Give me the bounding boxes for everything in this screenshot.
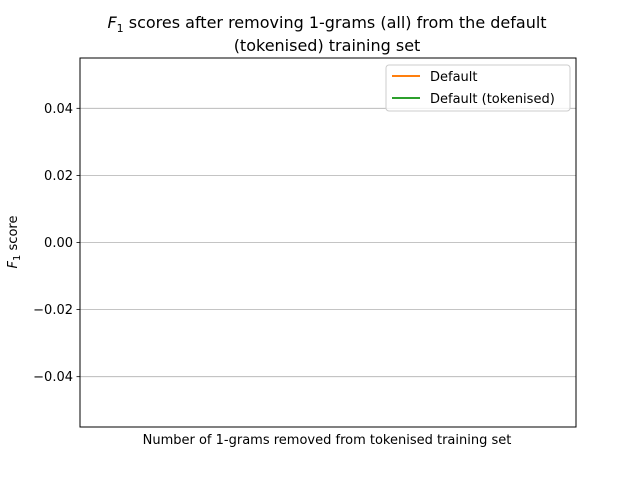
legend-label-default-tokenised: Default (tokenised) bbox=[430, 92, 555, 107]
ylabel-rest: score bbox=[6, 216, 21, 255]
ylabel-f-symbol: F bbox=[6, 260, 21, 268]
y-axis-ticks: −0.04 −0.02 0.00 0.02 0.04 bbox=[33, 102, 80, 385]
chart-title-line-2: (tokenised) training set bbox=[234, 36, 421, 55]
title-f-symbol: F bbox=[107, 13, 117, 32]
gridlines bbox=[80, 107, 576, 378]
y-axis-label: F1 score bbox=[6, 216, 23, 269]
title-f-subscript: 1 bbox=[117, 22, 124, 35]
y-tick-label: 0.04 bbox=[44, 102, 73, 117]
y-tick-label: 0.02 bbox=[44, 169, 73, 184]
y-tick-label: 0.00 bbox=[44, 236, 73, 251]
ylabel-f-subscript: 1 bbox=[12, 255, 23, 261]
legend: Default Default (tokenised) bbox=[385, 64, 571, 112]
chart-title-line-1: F1 scores after removing 1-grams (all) f… bbox=[107, 13, 546, 35]
y-tick-label: −0.02 bbox=[33, 303, 73, 318]
legend-box bbox=[385, 64, 571, 112]
plot-frame bbox=[79, 57, 577, 428]
x-axis-label: Number of 1-grams removed from tokenised… bbox=[143, 433, 512, 448]
title-rest: scores after removing 1-grams (all) from… bbox=[124, 13, 547, 32]
y-tick-label: −0.04 bbox=[33, 370, 73, 385]
legend-label-default: Default bbox=[430, 70, 478, 85]
